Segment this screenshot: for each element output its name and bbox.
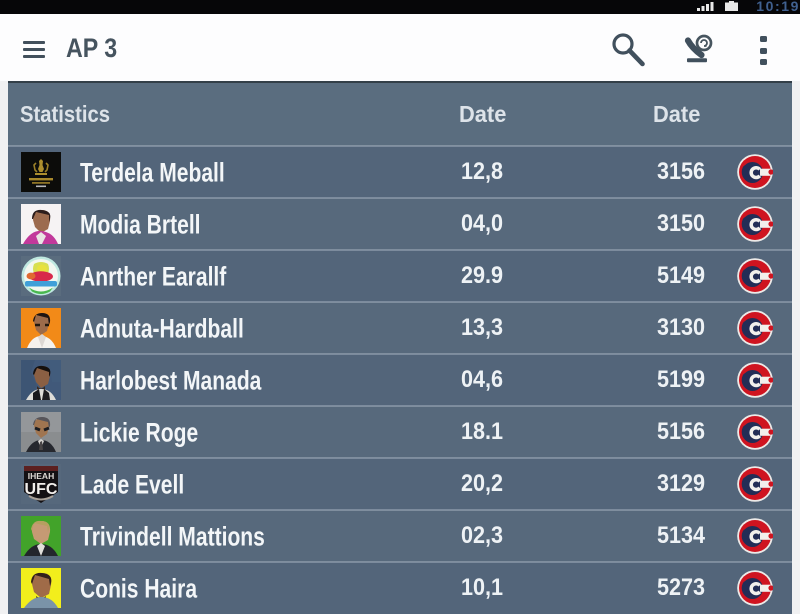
svg-text:IHEAH: IHEAH [28, 471, 54, 481]
svg-text:UFC: UFC [25, 481, 58, 498]
